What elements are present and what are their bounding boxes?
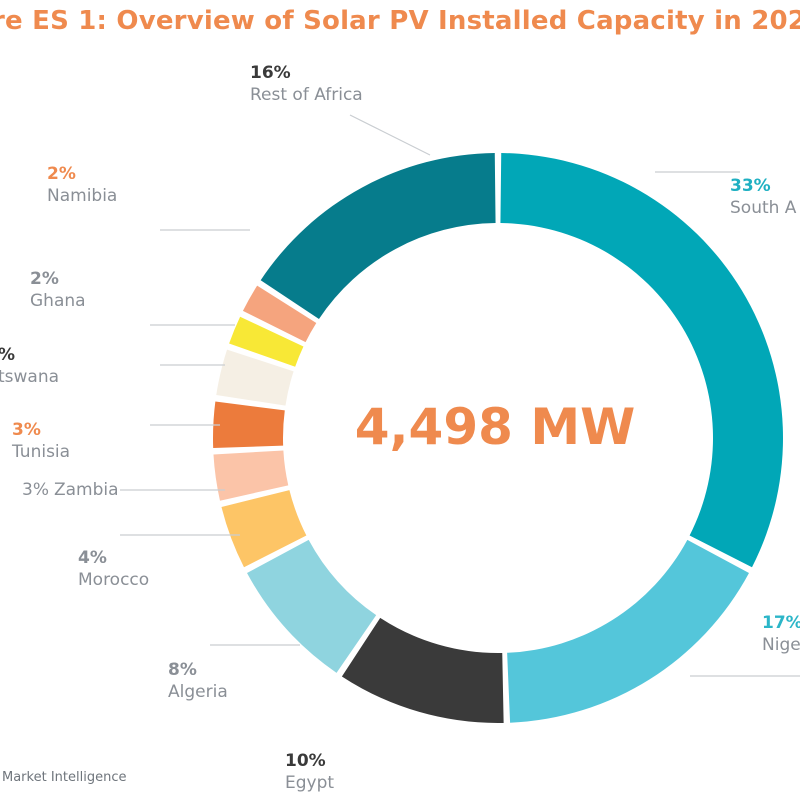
- label-egypt: 10% Egypt: [285, 750, 334, 794]
- label-algeria: 8% Algeria: [168, 659, 228, 703]
- pct-botswana: %: [0, 344, 59, 366]
- name-morocco: Morocco: [78, 570, 150, 590]
- name-zambia: Zambia: [53, 480, 119, 500]
- pct-tunisia: 3%: [12, 420, 41, 440]
- slice-namibia: [242, 285, 317, 343]
- slice-south-africa: [500, 153, 783, 568]
- name-rest-of-africa: Rest of Africa: [250, 85, 363, 105]
- name-algeria: Algeria: [168, 682, 228, 702]
- name-south-africa: South A: [730, 198, 797, 218]
- name-egypt: Egypt: [285, 773, 335, 793]
- chart-title: re ES 1: Overview of Solar PV Installed …: [0, 6, 800, 36]
- label-rest-of-africa: 16% Rest of Africa: [250, 62, 363, 106]
- name-ghana: Ghana: [30, 291, 86, 311]
- name-botswana: tswana: [0, 367, 60, 387]
- label-south-africa: 33% South A: [730, 175, 796, 219]
- label-namibia: 2% Namibia: [47, 163, 117, 207]
- pct-egypt: 10%: [285, 751, 326, 771]
- name-tunisia: Tunisia: [12, 442, 71, 462]
- label-morocco: 4% Morocco: [78, 547, 149, 591]
- pct-rest-of-africa: 16%: [250, 63, 291, 83]
- center-total: 4,498 MW: [354, 398, 636, 456]
- slice-egypt: [341, 617, 504, 723]
- pct-nigeria: 17%: [762, 613, 800, 633]
- slice-nigeria: [507, 539, 749, 723]
- name-nigeria: Nige: [762, 635, 800, 655]
- label-zambia: 3% Zambia: [22, 479, 119, 501]
- slice-rest-of-africa: [260, 153, 496, 319]
- label-nigeria: 17% Nige: [762, 612, 800, 656]
- label-ghana: 2% Ghana: [30, 268, 86, 312]
- slice-botswana: [216, 349, 294, 406]
- slice-zambia: [213, 450, 289, 501]
- label-tunisia: 3% Tunisia: [12, 419, 70, 463]
- slice-ghana: [229, 316, 304, 367]
- pct-namibia: 2%: [47, 164, 76, 184]
- pct-morocco: 4%: [78, 548, 107, 568]
- slice-algeria: [247, 539, 377, 673]
- pct-south-africa: 33%: [730, 176, 771, 196]
- leader-line: [349, 114, 431, 156]
- pct-zambia: 3%: [22, 480, 49, 500]
- label-botswana: % tswana: [0, 344, 59, 388]
- pct-ghana: 2%: [30, 269, 59, 289]
- name-namibia: Namibia: [47, 186, 118, 206]
- pct-algeria: 8%: [168, 660, 197, 680]
- slice-morocco: [221, 490, 307, 568]
- source-note: Market Intelligence: [2, 770, 127, 785]
- slice-tunisia: [213, 401, 285, 449]
